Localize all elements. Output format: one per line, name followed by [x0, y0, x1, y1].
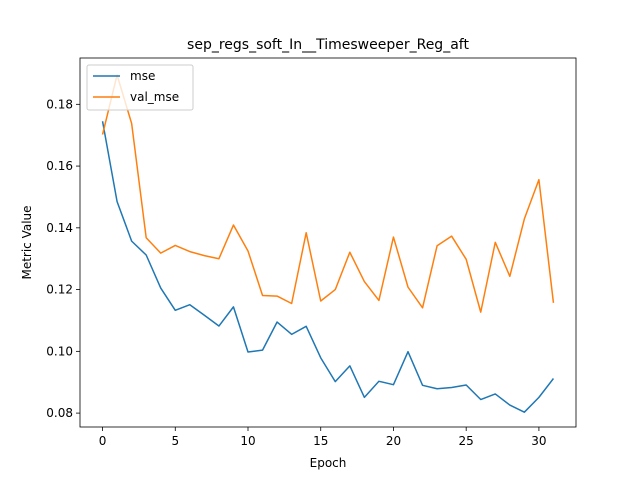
x-tick-label: 20 — [386, 434, 401, 448]
y-tick-label: 0.12 — [46, 283, 73, 297]
y-tick-label: 0.08 — [46, 406, 73, 420]
x-tick-label: 30 — [531, 434, 546, 448]
y-tick-label: 0.14 — [46, 221, 73, 235]
series-line-mse — [101, 121, 555, 413]
legend-label-mse: mse — [130, 69, 155, 83]
series-layer — [101, 74, 555, 413]
x-tick-label: 25 — [459, 434, 474, 448]
chart-title: sep_regs_soft_In__Timesweeper_Reg_aft — [187, 37, 469, 53]
x-tick-label: 10 — [240, 434, 255, 448]
y-tick-label: 0.10 — [46, 344, 73, 358]
x-axis: 0 5 10 15 20 25 30 — [99, 427, 547, 448]
x-axis-label: Epoch — [310, 456, 347, 470]
x-tick-label: 5 — [171, 434, 179, 448]
series-line-val-mse — [101, 74, 555, 313]
plot-area — [79, 57, 577, 428]
legend-label-val-mse: val_mse — [130, 90, 179, 104]
legend: mse val_mse — [86, 64, 194, 111]
x-tick-label: 15 — [313, 434, 328, 448]
y-axis-label: Metric Value — [20, 205, 34, 279]
y-tick-label: 0.16 — [46, 159, 73, 173]
plot-frame — [79, 57, 577, 428]
y-axis: 0.08 0.10 0.12 0.14 0.16 0.18 — [46, 97, 80, 420]
y-tick-label: 0.18 — [46, 97, 73, 111]
x-tick-label: 0 — [99, 434, 107, 448]
